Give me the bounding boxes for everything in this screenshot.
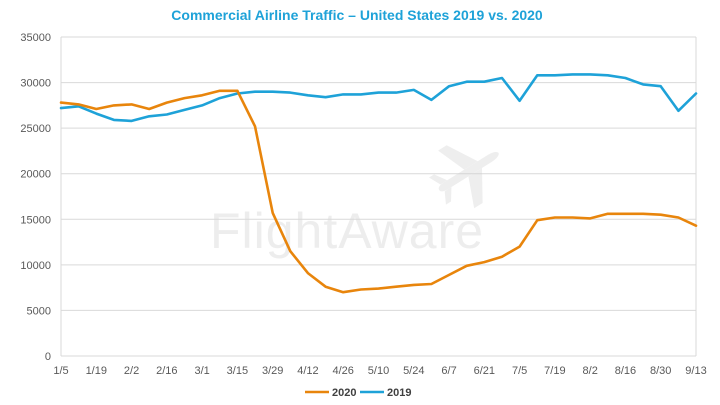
gridlines [60,36,697,357]
legend-label-2020: 2020 [332,387,356,399]
series-line-2020 [59,89,698,294]
x-tick-label: 7/5 [512,365,527,377]
x-tick-label: 1/19 [86,365,107,377]
airplane-icon [428,145,499,209]
series-lines [59,73,698,294]
chart-title: Commercial Airline Traffic – United Stat… [171,7,543,23]
x-tick-label: 4/26 [333,365,354,377]
x-tick-label: 8/2 [583,365,598,377]
x-tick-label: 8/16 [615,365,636,377]
y-tick-label: 30000 [20,78,51,90]
x-axis-ticks: 1/5 1/19 2/2 2/16 3/1 3/15 3/29 4/12 4/26 5/10 5/2… [53,365,706,377]
x-tick-label: 4/12 [297,365,318,377]
x-tick-label: 6/21 [474,365,495,377]
x-tick-label: 5/24 [403,365,424,377]
x-tick-label: 3/1 [194,365,209,377]
y-tick-label: 25000 [20,123,51,135]
x-tick-label: 3/29 [262,365,283,377]
y-tick-label: 20000 [20,169,51,181]
x-tick-label: 5/10 [368,365,389,377]
watermark: FlightAware [210,145,499,259]
x-tick-label: 8/30 [650,365,671,377]
x-tick-label: 3/15 [227,365,248,377]
x-tick-label: 2/2 [124,365,139,377]
y-tick-label: 15000 [20,214,51,226]
y-tick-label: 35000 [20,32,51,44]
x-tick-label: 1/5 [53,365,68,377]
y-tick-label: 10000 [20,260,51,272]
x-tick-label: 7/19 [544,365,565,377]
series-line-2019 [59,73,698,123]
x-tick-label: 2/16 [156,365,177,377]
watermark-text: FlightAware [210,203,484,259]
y-tick-label: 5000 [27,305,51,317]
y-axis-ticks: 0 5000 10000 15000 20000 25000 30000 35000 [20,32,51,363]
legend-label-2019: 2019 [387,387,411,399]
x-tick-label: 9/13 [685,365,706,377]
legend: 2020 2019 [305,387,411,399]
x-tick-label: 6/7 [441,365,456,377]
y-tick-label: 0 [45,351,51,363]
